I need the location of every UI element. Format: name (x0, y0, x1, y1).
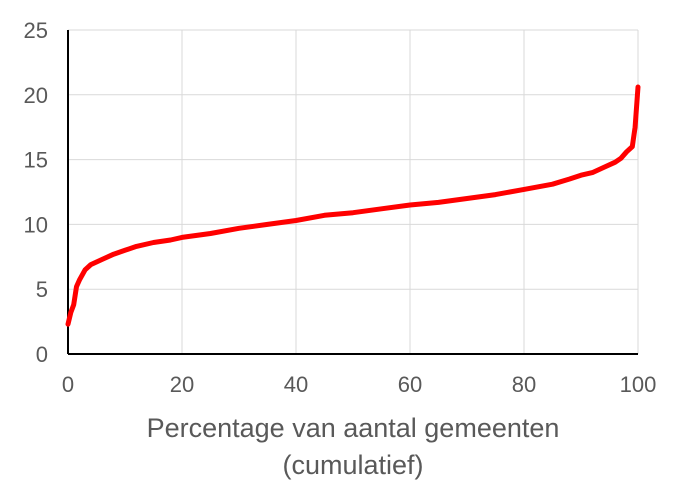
chart-series (65, 84, 641, 327)
y-tick-label-0: 0 (36, 342, 48, 367)
x-tick-label-20: 20 (170, 372, 194, 397)
y-tick-label-10: 10 (24, 212, 48, 237)
y-tick-labels: 0 5 10 15 20 25 (24, 18, 48, 367)
chart-axes (67, 30, 638, 355)
x-tick-label-60: 60 (398, 372, 422, 397)
x-tick-labels: 0 20 40 60 80 100 (62, 372, 656, 397)
x-axis-title-line-2: (cumulatief) (282, 450, 423, 480)
x-tick-label-40: 40 (284, 372, 308, 397)
x-axis-title-line-1: Percentage van aantal gemeenten (147, 413, 560, 443)
series-line-0 (65, 84, 641, 327)
x-tick-label-80: 80 (512, 372, 536, 397)
y-tick-label-15: 15 (24, 148, 48, 173)
x-tick-label-0: 0 (62, 372, 74, 397)
chart-grid (68, 29, 639, 354)
y-tick-label-25: 25 (24, 18, 48, 43)
x-tick-label-100: 100 (620, 372, 657, 397)
y-tick-label-20: 20 (24, 83, 48, 108)
y-tick-label-5: 5 (36, 277, 48, 302)
